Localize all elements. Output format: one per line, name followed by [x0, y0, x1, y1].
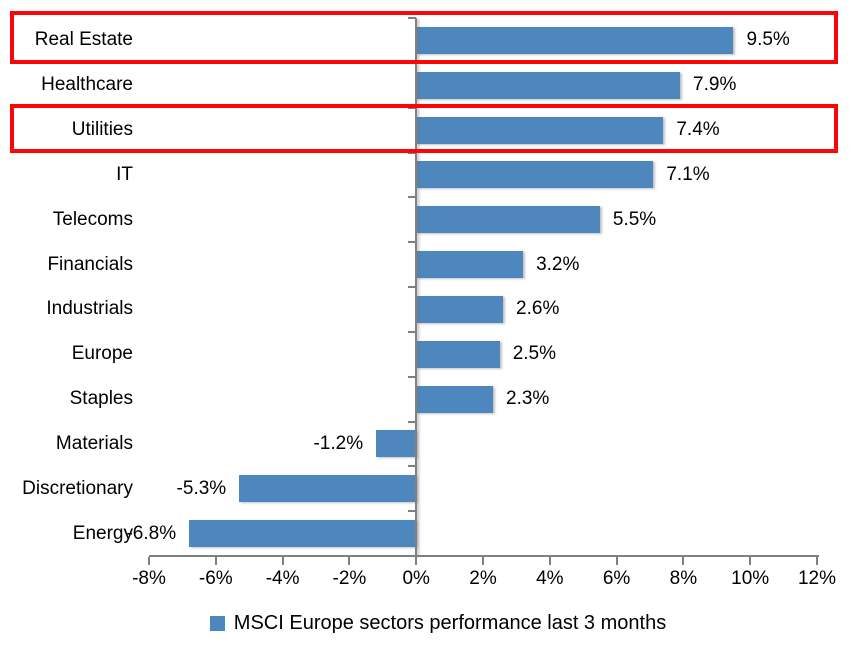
x-tick-label-4: -4%: [265, 568, 300, 589]
x-tick-label-2: -2%: [332, 568, 367, 589]
x-tick-label-2: 2%: [469, 568, 497, 589]
category-axis-tick: [408, 510, 417, 513]
category-axis-tick: [408, 555, 417, 557]
legend: MSCI Europe sectors performance last 3 m…: [12, 612, 852, 635]
bar-materials: [376, 430, 417, 458]
x-axis-tick-10: [749, 557, 752, 565]
x-axis-tick-4: [281, 557, 284, 565]
value-label-it: 7.1%: [666, 163, 710, 185]
category-axis-tick: [408, 420, 417, 423]
category-axis-tick: [408, 106, 417, 109]
legend-label: MSCI Europe sectors performance last 3 m…: [233, 612, 667, 634]
category-label-telecoms: Telecoms: [52, 208, 133, 230]
category-axis-line: [415, 18, 418, 556]
x-tick-label-6: 6%: [602, 568, 631, 589]
category-label-discretionary: Discretionary: [22, 477, 133, 499]
category-axis-tick: [408, 465, 417, 468]
value-label-real-estate: 9.5%: [746, 29, 790, 51]
x-tick-label-6: -6%: [198, 568, 233, 589]
value-label-discretionary: -5.3%: [176, 477, 227, 499]
bar-financials: [416, 251, 524, 279]
x-axis-tick-6: [214, 557, 217, 565]
value-label-energy: -6.8%: [126, 522, 177, 544]
category-label-it: IT: [116, 163, 133, 185]
x-tick-label-0: 0%: [402, 568, 430, 589]
value-label-staples: 2.3%: [506, 388, 550, 410]
category-label-healthcare: Healthcare: [41, 74, 133, 96]
category-axis-tick: [408, 61, 417, 64]
category-axis-tick: [408, 286, 417, 288]
bar-energy: [189, 520, 417, 548]
x-axis-tick-6: [615, 557, 618, 565]
x-axis-tick-12: [816, 557, 818, 565]
value-label-telecoms: 5.5%: [612, 208, 657, 230]
bar-staples: [416, 385, 493, 413]
bar-discretionary: [239, 475, 417, 503]
category-label-industrials: Industrials: [46, 298, 133, 320]
value-label-utilities: 7.4%: [676, 119, 720, 141]
category-label-financials: Financials: [47, 253, 133, 275]
category-axis-tick: [408, 330, 417, 333]
x-axis-tick-2: [482, 557, 484, 565]
x-axis-tick-4: [548, 557, 551, 565]
x-axis-line: [149, 555, 819, 557]
category-axis-tick: [408, 375, 417, 378]
bar-telecoms: [416, 206, 600, 234]
x-tick-label-12: 12%: [797, 568, 837, 589]
value-label-europe: 2.5%: [512, 343, 556, 365]
bar-europe: [416, 340, 500, 368]
x-axis-tick-0: [415, 557, 418, 565]
x-axis-tick-8: [148, 557, 150, 565]
value-label-healthcare: 7.9%: [693, 74, 737, 96]
category-label-real-estate: Real Estate: [34, 29, 133, 51]
x-tick-label-10: 10%: [731, 568, 770, 589]
x-tick-label-4: 4%: [536, 568, 564, 589]
category-label-energy: Energy: [72, 522, 133, 544]
category-label-utilities: Utilities: [71, 119, 133, 141]
category-label-materials: Materials: [55, 432, 133, 454]
x-tick-label-8: 8%: [669, 568, 698, 589]
bar-healthcare: [416, 71, 681, 99]
category-axis-tick: [408, 17, 417, 19]
bar-industrials: [416, 295, 504, 323]
bar-it: [416, 161, 654, 189]
bar-utilities: [416, 116, 664, 144]
category-label-europe: Europe: [71, 343, 133, 365]
category-axis-tick: [408, 151, 417, 154]
category-label-staples: Staples: [69, 388, 133, 410]
x-tick-label-8: -8%: [132, 568, 166, 589]
x-axis-tick-8: [682, 557, 685, 565]
category-axis-tick: [408, 241, 417, 244]
value-label-financials: 3.2%: [536, 253, 580, 275]
x-axis-tick-2: [348, 557, 351, 565]
legend-swatch-icon: [209, 616, 225, 631]
value-label-materials: -1.2%: [313, 432, 364, 454]
value-label-industrials: 2.6%: [516, 298, 560, 320]
category-axis-tick: [408, 196, 417, 199]
bar-real-estate: [416, 26, 734, 54]
